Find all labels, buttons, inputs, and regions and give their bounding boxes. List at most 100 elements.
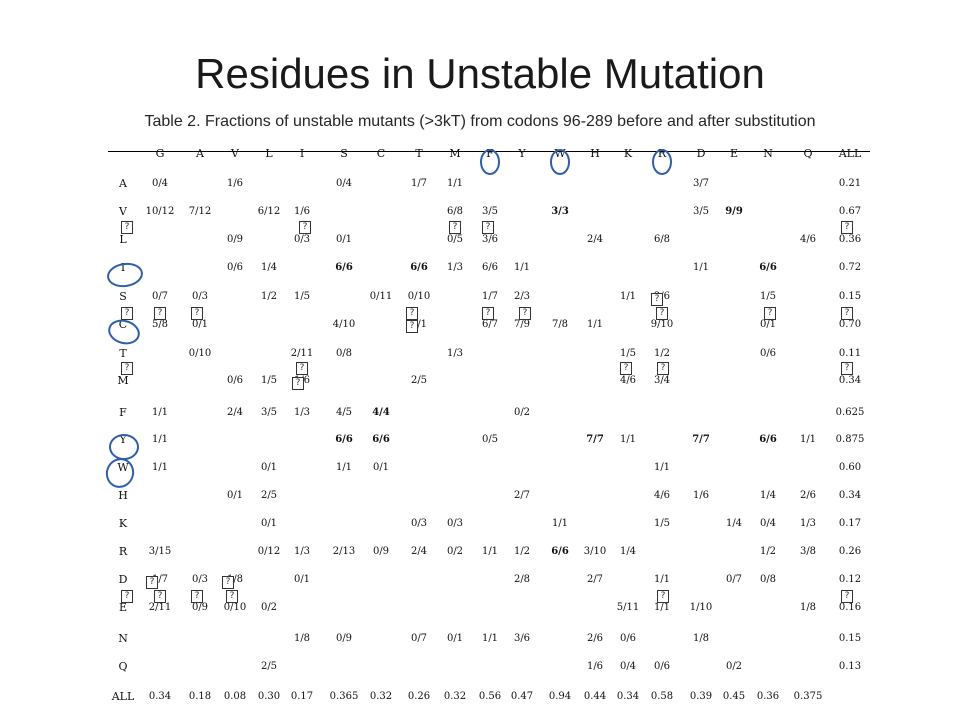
table-cell: 7/9 — [513, 319, 531, 330]
table-cell: 1/1 — [653, 574, 671, 585]
missing-glyph-box: ? — [146, 576, 158, 589]
table-cell: 1/5 — [619, 348, 637, 359]
table-cell: 0.36 — [838, 234, 862, 245]
table-cell: 1/4 — [260, 262, 278, 273]
table-cell: 1/1 — [619, 291, 637, 302]
row-label-q: Q — [118, 660, 128, 673]
table-cell: 6/6 — [481, 262, 499, 273]
table-cell: 0.30 — [257, 691, 281, 702]
column-header-y: Y — [518, 147, 526, 160]
row-label-n: N — [118, 632, 128, 645]
table-cell: 6/7 — [481, 319, 499, 330]
column-header-g: G — [155, 147, 165, 160]
column-header-i: I — [299, 147, 305, 160]
table-cell: 6/6 — [410, 262, 428, 273]
missing-glyph-box: ? — [657, 590, 669, 603]
missing-glyph-box: ? — [406, 307, 418, 320]
table-cell: 1/8 — [692, 633, 710, 644]
table-cell: 0/9 — [226, 234, 244, 245]
table-cell: 1/1 — [586, 319, 604, 330]
table-cell: 1/3 — [293, 407, 311, 418]
table-cell: 5/8 — [151, 319, 169, 330]
table-cell: 2/4 — [226, 407, 244, 418]
table-cell: 0.32 — [443, 691, 467, 702]
missing-glyph-box: ? — [651, 293, 663, 306]
table-cell: 3/3 — [551, 206, 569, 217]
table-cell: 0.26 — [407, 691, 431, 702]
table-cell: 0/6 — [226, 375, 244, 386]
table-cell: 0/2 — [260, 602, 278, 613]
table-cell: 1/1 — [692, 262, 710, 273]
table-cell: 1/6 — [293, 206, 311, 217]
table-cell: 0/1 — [446, 633, 464, 644]
missing-glyph-box: ? — [482, 221, 494, 234]
table-cell: 0/9 — [372, 546, 390, 557]
table-cell: 0/7 — [725, 574, 743, 585]
missing-glyph-box: ? — [121, 221, 133, 234]
table-cell: 1/2 — [653, 348, 671, 359]
table-cell: 0/3 — [191, 574, 209, 585]
table-cell: 2/3 — [513, 291, 531, 302]
table-cell: 7/12 — [188, 206, 212, 217]
table-cell: 0.32 — [369, 691, 393, 702]
missing-glyph-box: ? — [657, 362, 669, 375]
row-label-y: Y — [119, 433, 127, 446]
column-circle-w — [550, 149, 570, 175]
table-cell: 1/10 — [689, 602, 713, 613]
table-cell: 1/8 — [293, 633, 311, 644]
row-label-c: C — [118, 318, 128, 331]
table-cell: 0.70 — [838, 319, 862, 330]
table-cell: 3/5 — [260, 407, 278, 418]
missing-glyph-box: ? — [449, 221, 461, 234]
missing-glyph-box: ? — [191, 307, 203, 320]
table-cell: 0.15 — [838, 291, 862, 302]
table-cell: 4/6 — [653, 490, 671, 501]
column-header-d: D — [696, 147, 706, 160]
row-label-t: T — [119, 347, 127, 360]
table-cell: 0.21 — [838, 178, 862, 189]
table-cell: 1/3 — [446, 262, 464, 273]
column-header-m: M — [449, 147, 461, 160]
table-cell: 1/2 — [260, 291, 278, 302]
table-cell: 1/4 — [759, 490, 777, 501]
table-cell: 6/6 — [335, 434, 353, 445]
column-header-t: T — [415, 147, 423, 160]
table-cell: 0.45 — [722, 691, 746, 702]
column-header-s: S — [340, 147, 348, 160]
table-cell: 3/5 — [481, 206, 499, 217]
table-cell: 0/1 — [372, 462, 390, 473]
row-label-s: S — [119, 290, 127, 303]
table-cell: 1/1 — [151, 462, 169, 473]
table-cell: 1/1 — [799, 434, 817, 445]
table-cell: 0.47 — [510, 691, 534, 702]
table-cell: 0/2 — [446, 546, 464, 557]
column-header-r: R — [657, 147, 667, 160]
table-cell: 0.17 — [838, 518, 862, 529]
table-cell: 1/2 — [759, 546, 777, 557]
table-cell: 4/5 — [335, 407, 353, 418]
table-cell: 6/12 — [257, 206, 281, 217]
table-cell: 6/8 — [446, 206, 464, 217]
table-cell: 10/12 — [145, 206, 175, 217]
table-cell: 0.15 — [838, 633, 862, 644]
table-cell: 2/6 — [799, 490, 817, 501]
table-cell: 0.18 — [188, 691, 212, 702]
table-cell: 3/7 — [692, 178, 710, 189]
row-label-all: ALL — [111, 690, 135, 703]
table-cell: 3/6 — [513, 633, 531, 644]
table-cell: 0/2 — [513, 407, 531, 418]
table-cell: 0/6 — [759, 348, 777, 359]
row-label-l: L — [119, 233, 127, 246]
table-cell: 1/7 — [410, 178, 428, 189]
missing-glyph-box: ? — [154, 307, 166, 320]
table-cell: 2/8 — [513, 574, 531, 585]
table-cell: 0/1 — [759, 319, 777, 330]
table-cell: 1/1 — [653, 462, 671, 473]
table-cell: 0.08 — [223, 691, 247, 702]
table-cell: 1/6 — [226, 178, 244, 189]
table-cell: 1/3 — [799, 518, 817, 529]
table-cell: 6/6 — [551, 546, 569, 557]
row-label-w: W — [117, 461, 129, 474]
table-cell: 0/2 — [725, 661, 743, 672]
table-cell: 4/6 — [619, 375, 637, 386]
